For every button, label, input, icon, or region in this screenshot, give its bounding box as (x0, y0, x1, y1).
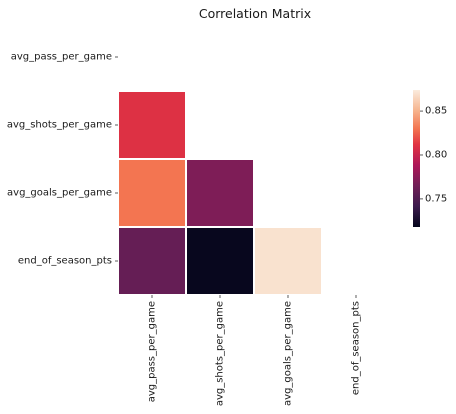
heatmap-cell-avg_goals_per_game-avg_pass_per_game (117, 158, 187, 228)
column-label-avg_pass_per_game: avg_pass_per_game (147, 301, 158, 402)
colorbar (413, 90, 420, 227)
column-label-end_of_season_pts: end_of_season_pts (351, 301, 362, 395)
column-tick-labels: avg_pass_per_game avg_shots_per_game avg_g… (147, 295, 362, 406)
column-label-avg_shots_per_game: avg_shots_per_game (215, 301, 226, 406)
colorbar-ticks: 0.75 0.80 0.85 (420, 106, 447, 204)
chart-title: Correlation Matrix (199, 6, 311, 21)
heatmap-cell-end_of_season_pts-avg_goals_per_game (253, 226, 323, 296)
colorbar-tick-label: 0.80 (425, 149, 447, 160)
colorbar-tick-label: 0.75 (425, 193, 447, 204)
heatmap-cell-end_of_season_pts-avg_pass_per_game (117, 226, 187, 296)
row-label-avg_pass_per_game: avg_pass_per_game (11, 52, 112, 63)
colorbar-tick-label: 0.85 (425, 106, 447, 117)
row-label-avg_goals_per_game: avg_goals_per_game (7, 188, 112, 199)
heatmap-cell-avg_goals_per_game-avg_shots_per_game (185, 158, 255, 228)
column-label-avg_goals_per_game: avg_goals_per_game (283, 301, 294, 406)
heatmap-cell-avg_shots_per_game-avg_pass_per_game (117, 90, 187, 160)
heatmap-cell-end_of_season_pts-avg_shots_per_game (185, 226, 255, 296)
row-label-end_of_season_pts: end_of_season_pts (18, 256, 112, 267)
row-tick-labels: avg_pass_per_game avg_shots_per_game avg_g… (7, 52, 118, 267)
row-label-avg_shots_per_game: avg_shots_per_game (7, 120, 112, 131)
heatmap-cells (117, 90, 323, 296)
